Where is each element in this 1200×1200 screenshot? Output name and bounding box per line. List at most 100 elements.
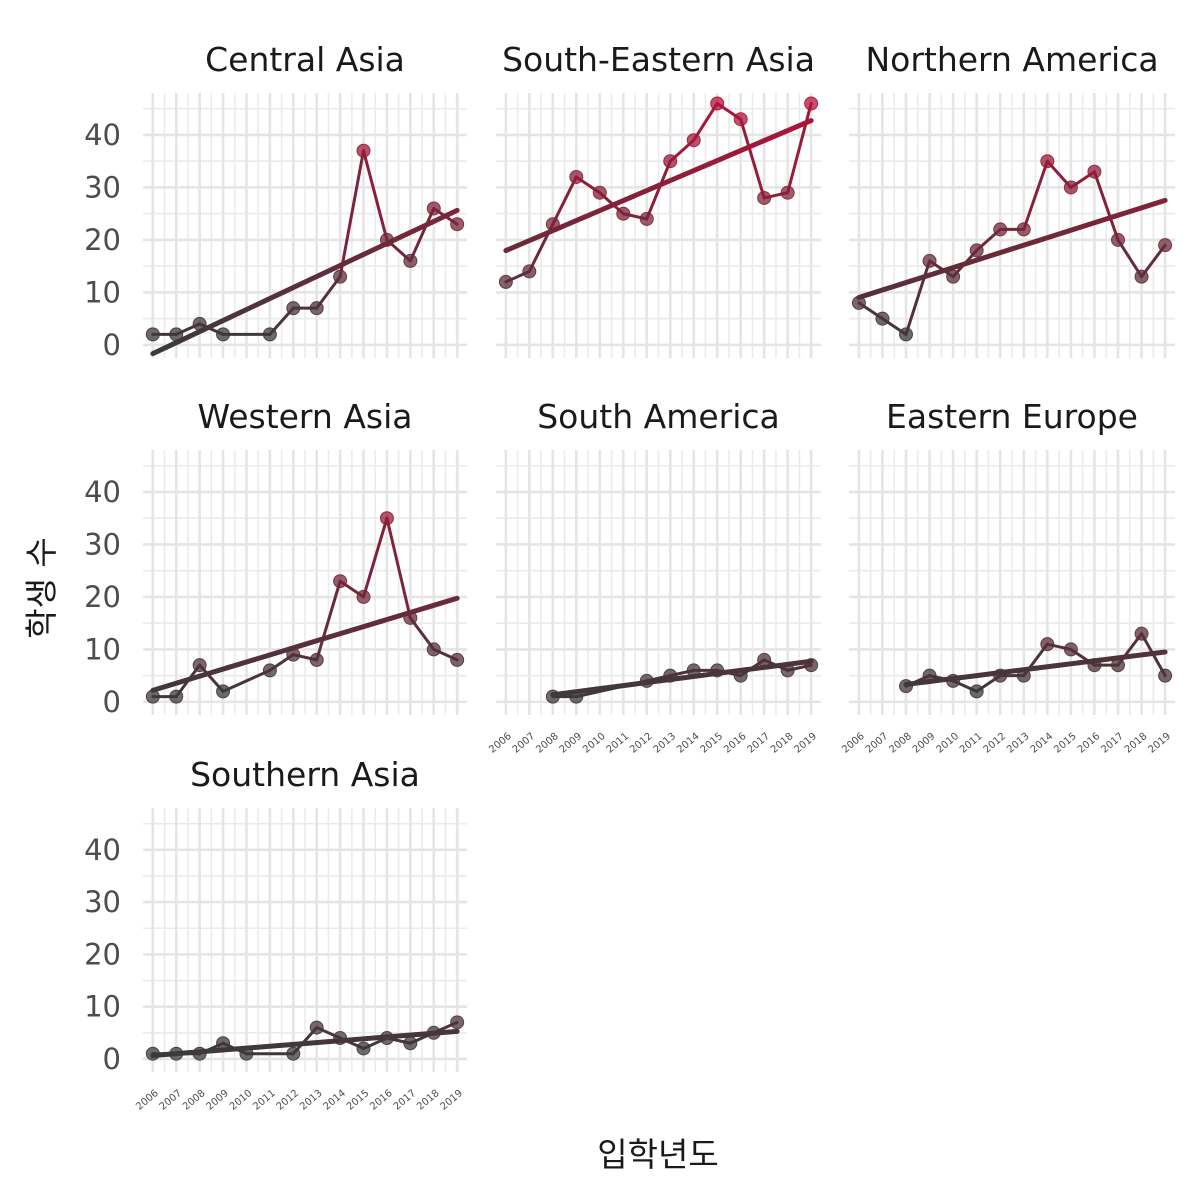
- data-point: [426, 201, 441, 216]
- data-point: [169, 1046, 184, 1061]
- trend-line-segment: [302, 634, 333, 647]
- data-point: [804, 96, 819, 111]
- y-tick-label: 0: [103, 1042, 121, 1076]
- x-tick-label: 2010: [228, 1088, 255, 1113]
- data-point: [875, 311, 890, 326]
- series-line-segment: [1116, 238, 1144, 279]
- data-point: [145, 1046, 160, 1061]
- x-tick-label: 2019: [1146, 731, 1173, 756]
- x-tick-label: 2017: [392, 1088, 419, 1113]
- series-line-segment: [408, 206, 436, 263]
- panel-title: Northern America: [865, 40, 1158, 79]
- trend-line-segment: [429, 595, 460, 609]
- x-tick-label: 2016: [1076, 731, 1103, 756]
- data-point: [403, 1036, 418, 1051]
- panel-south-eastern-asia: South-Eastern Asia: [496, 40, 821, 358]
- trend-line-segment: [1086, 214, 1117, 228]
- series-line-segment: [362, 149, 389, 242]
- trend-line-segment: [175, 672, 207, 686]
- trend-line-segment: [353, 618, 384, 632]
- data-point: [899, 327, 914, 342]
- trend-line-segment: [1060, 222, 1092, 236]
- panel-northern-america: Northern America: [849, 40, 1175, 358]
- data-point: [804, 658, 819, 673]
- data-point: [356, 143, 371, 158]
- series-line-segment: [551, 175, 578, 226]
- data-point: [145, 689, 160, 704]
- data-point: [946, 673, 961, 688]
- data-point: [710, 96, 725, 111]
- trend-line-segment: [378, 611, 409, 624]
- trend-line-segment: [983, 246, 1015, 260]
- data-point: [922, 253, 937, 268]
- x-tick-label: 2015: [699, 731, 726, 756]
- series-line-segment: [338, 149, 366, 279]
- x-tick-label: 2007: [511, 731, 538, 756]
- trend-line-segment: [277, 279, 308, 297]
- data-point: [1110, 232, 1125, 247]
- trend-line-segment: [403, 219, 435, 237]
- series-line-segment: [904, 259, 932, 336]
- panel-central-asia: Central Asia 0 10 20 30 40: [84, 40, 467, 362]
- data-point: [757, 652, 772, 667]
- data-point: [1040, 154, 1055, 169]
- trend-line-segment: [277, 1040, 308, 1048]
- data-point: [333, 1031, 348, 1046]
- data-point: [1158, 668, 1173, 683]
- series-line-segment: [1092, 170, 1120, 242]
- panel-title: Western Asia: [198, 397, 413, 436]
- panel-southern-asia: Southern Asia010203040200620072008200920…: [84, 755, 467, 1113]
- trend-line-segment: [226, 303, 257, 321]
- data-point: [757, 190, 772, 205]
- trend-line-segment: [706, 150, 738, 167]
- trend-line-segment: [614, 681, 642, 689]
- x-tick-label: 2015: [345, 1088, 372, 1113]
- y-tick-label: 30: [84, 170, 121, 204]
- x-tick-label: 2012: [628, 731, 655, 756]
- trend-line-segment: [201, 315, 232, 333]
- data-point: [403, 610, 418, 625]
- data-point: [569, 689, 584, 704]
- series-line-segment: [739, 117, 766, 200]
- x-tick-label: 2018: [769, 731, 796, 756]
- y-tick-label: 0: [103, 685, 121, 719]
- data-point: [333, 269, 348, 284]
- trend-line-segment: [593, 683, 620, 692]
- data-point: [710, 663, 725, 678]
- trend-line-segment: [656, 172, 687, 189]
- panel-eastern-europe: Eastern Europe20062007200820092010201120…: [840, 397, 1175, 756]
- x-tick-label: 2011: [251, 1088, 278, 1113]
- trend-line-segment: [757, 128, 789, 145]
- trend-line-segment: [958, 254, 989, 268]
- data-point: [1087, 658, 1102, 673]
- trend-line-segment: [302, 267, 333, 285]
- data-point: [379, 232, 394, 247]
- data-point: [569, 169, 584, 184]
- x-tick-label: 2017: [746, 731, 773, 756]
- data-point: [616, 206, 631, 221]
- y-tick-label: 30: [84, 527, 121, 561]
- data-point: [592, 185, 607, 200]
- data-point: [1016, 668, 1031, 683]
- data-point: [426, 642, 441, 657]
- y-tick-label: 20: [84, 937, 121, 971]
- trend-line-segment: [1054, 660, 1082, 669]
- x-tick-label: 2013: [1005, 731, 1032, 756]
- trend-line-segment: [1009, 238, 1041, 252]
- series-line-segment: [645, 159, 672, 221]
- x-tick-label: 2019: [792, 731, 819, 756]
- data-point: [780, 185, 795, 200]
- data-point: [450, 1015, 465, 1030]
- data-point: [946, 269, 961, 284]
- panel-title: Southern Asia: [190, 755, 420, 794]
- data-point: [403, 253, 418, 268]
- data-point: [309, 652, 324, 667]
- trend-line-segment: [1035, 230, 1066, 244]
- data-point: [309, 1020, 324, 1035]
- y-tick-label: 40: [84, 833, 121, 867]
- data-point: [969, 243, 984, 258]
- trend-line-segment: [605, 193, 636, 210]
- trend-line-segment: [327, 626, 359, 640]
- x-tick-label: 2011: [605, 731, 632, 756]
- trend-line-segment: [353, 243, 384, 261]
